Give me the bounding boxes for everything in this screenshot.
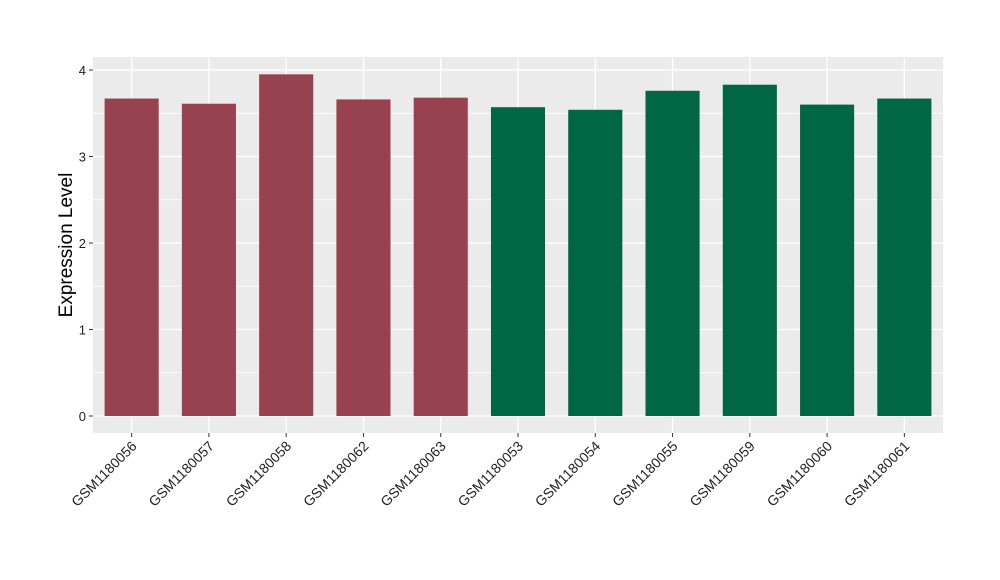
bar (104, 98, 159, 417)
x-tick-label: GSM1180057 (145, 438, 217, 510)
x-tick-label: GSM1180059 (686, 438, 758, 510)
x-tick-label: GSM1180055 (609, 438, 681, 510)
bar (181, 103, 236, 417)
x-tick-label: GSM1180062 (300, 438, 372, 510)
bar (800, 104, 855, 416)
y-tick-label: 4 (79, 63, 86, 78)
x-tick-label: GSM1180053 (454, 438, 526, 510)
bar (877, 98, 932, 417)
x-tick-label: GSM1180063 (377, 438, 449, 510)
x-tick-label: GSM1180060 (764, 438, 836, 510)
bar (259, 74, 314, 416)
x-tick-label: GSM1180061 (841, 438, 913, 510)
y-tick-label: 2 (79, 236, 86, 251)
y-axis-title: Expression Level (56, 173, 77, 318)
bars (104, 74, 932, 417)
x-tick-label: GSM1180056 (68, 438, 140, 510)
x-axis: GSM1180056 GSM1180057 GSM1180058 GSM1180062… (68, 433, 913, 509)
x-tick-label: GSM1180058 (223, 438, 295, 510)
y-tick-label: 0 (79, 409, 86, 424)
bar (722, 84, 777, 416)
x-tick-label: GSM1180054 (532, 438, 604, 510)
y-tick-label: 1 (79, 323, 86, 338)
bar (568, 109, 623, 416)
bar (336, 99, 391, 416)
bar (413, 97, 468, 417)
bar (645, 90, 700, 416)
y-tick-label: 3 (79, 150, 86, 165)
y-axis: 0 1 2 3 4 (79, 63, 93, 424)
bar (490, 107, 546, 416)
